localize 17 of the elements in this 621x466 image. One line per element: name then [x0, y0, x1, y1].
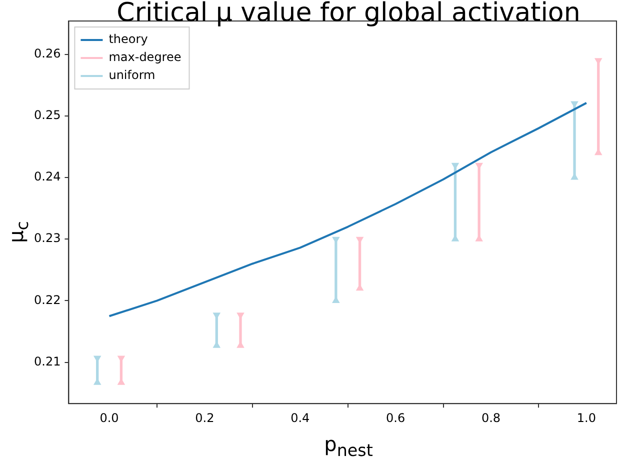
- chart-title: Critical μ value for global activation: [116, 0, 582, 28]
- x-tick-label: 0.4: [290, 410, 310, 425]
- x-tick-label: 1.0: [576, 410, 596, 425]
- x-tick-label: 0.6: [386, 410, 406, 425]
- legend-label: max-degree: [108, 50, 182, 64]
- y-tick-label: 0.25: [34, 108, 61, 122]
- x-tick-label: 0.8: [481, 410, 501, 425]
- y-tick-label: 0.26: [34, 46, 61, 60]
- x-tick-label: 0.0: [100, 410, 119, 425]
- y-tick-label: 0.22: [34, 292, 61, 307]
- legend-label: theory: [108, 32, 148, 46]
- y-tick-label: 0.23: [34, 231, 61, 246]
- legend-label: uniform: [108, 68, 156, 82]
- x-axis-title: p$_{nest}$: [323, 432, 374, 460]
- y-tick-label: 0.21: [34, 354, 61, 368]
- y-tick-label: 0.24: [34, 170, 61, 184]
- x-tick-label: 0.2: [195, 410, 214, 425]
